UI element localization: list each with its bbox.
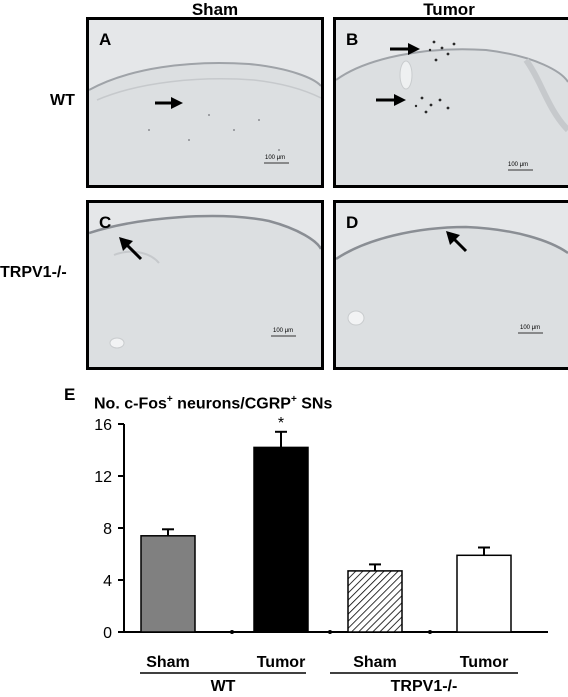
group-label-1: TRPV1-/- (391, 678, 458, 695)
spinal-cord-image-a (89, 62, 321, 185)
scale-bar-label-c: 100 μm (273, 328, 294, 334)
arrow-icon (376, 43, 420, 106)
arrow-icon (446, 231, 468, 253)
bar-0 (140, 535, 196, 633)
row-header-wt: WT (50, 92, 75, 109)
micrograph-panel-a: A 100 μm (86, 17, 324, 188)
y-tick-label: 12 (94, 469, 112, 486)
panel-letter-c: C (99, 213, 112, 232)
significance-marker: * (278, 415, 284, 432)
panel-letter-d: D (346, 213, 359, 232)
chart-title: No. c-Fos+ neurons/CGRP+ SNs (94, 394, 333, 413)
scale-bar-label-a: 100 μm (265, 155, 286, 161)
y-tick-label: 4 (103, 573, 112, 590)
x-category-label: Sham (353, 654, 397, 671)
micrograph-panel-b: B 100 μm (333, 17, 568, 188)
bar-3 (456, 554, 512, 633)
y-tick-label: 8 (103, 521, 112, 538)
y-tick-label: 16 (94, 417, 112, 434)
panel-letter-e: E (64, 385, 76, 404)
column-header-sham: Sham (191, 0, 239, 19)
bar-1 (253, 446, 309, 633)
bar-2 (347, 570, 403, 633)
micrograph-panel-d: D 100 μm (333, 200, 568, 370)
panel-letter-a: A (99, 30, 112, 49)
spinal-cord-image-b (336, 40, 568, 185)
scale-bar-label-d: 100 μm (520, 325, 541, 331)
arrow-icon (155, 97, 183, 109)
x-axis-tick (328, 630, 332, 634)
x-axis-tick (428, 630, 432, 634)
x-category-label: Sham (146, 654, 190, 671)
panel-letter-b: B (346, 30, 359, 49)
x-category-label: Tumor (257, 654, 306, 671)
x-axis-tick (230, 630, 234, 634)
scale-bar-label-b: 100 μm (508, 162, 529, 168)
arrow-icon (119, 237, 143, 261)
spinal-cord-image-d (336, 225, 568, 367)
spinal-cord-image-c (89, 214, 321, 367)
x-category-label: Tumor (460, 654, 509, 671)
group-label-0: WT (211, 678, 236, 695)
micrograph-panel-c: C 100 μm (86, 200, 324, 370)
y-tick-label: 0 (103, 625, 112, 642)
column-header-tumor: Tumor (423, 0, 475, 19)
row-header-trpv1: TRPV1-/- (0, 264, 67, 281)
